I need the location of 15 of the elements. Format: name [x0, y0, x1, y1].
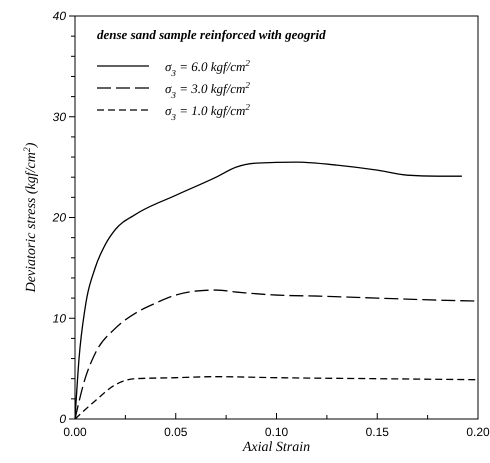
x-tick-label: 0.05	[164, 425, 188, 439]
legend-label: σ$_{3}$ = 3.0 kgf/cm$^{2}$	[165, 80, 250, 100]
x-tick-label: 0.00	[63, 425, 87, 439]
legend-label: σ$_{3}$ = 1.0 kgf/cm$^{2}$	[165, 102, 250, 122]
y-tick-label: 30	[52, 110, 66, 124]
y-tick-label: 20	[52, 210, 66, 224]
x-tick-label: 0.20	[466, 425, 490, 439]
y-tick-label: 0	[59, 412, 66, 426]
y-tick-label: 10	[52, 311, 66, 326]
y-tick-label: 40	[52, 9, 66, 23]
legend-label: σ$_{3}$ = 6.0 kgf/cm$^{2}$	[165, 58, 250, 78]
annotation: dense sand sample reinforced with geogrid	[97, 27, 326, 42]
x-tick-label: 0.15	[366, 425, 390, 439]
x-tick-label: 0.10	[264, 425, 288, 439]
x-axis-title: Axial Strain	[242, 440, 310, 455]
